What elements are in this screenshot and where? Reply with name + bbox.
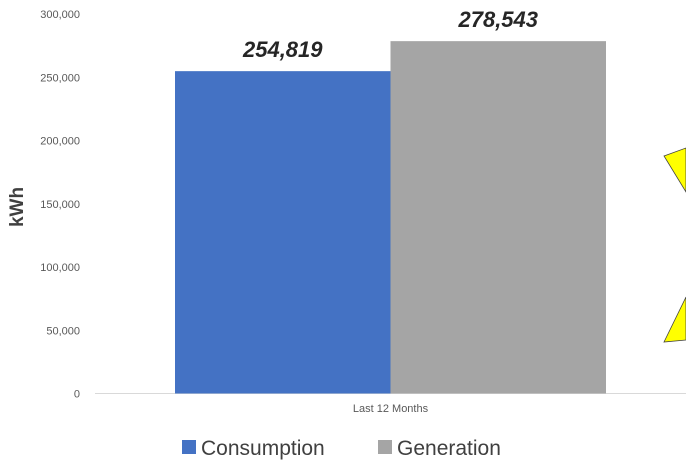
y-tick-label: 0: [74, 389, 80, 401]
legend-swatch-generation: [378, 440, 392, 454]
yellow-shape-lower: [663, 296, 686, 343]
legend-label-generation: Generation: [397, 437, 501, 460]
y-tick-label: 50,000: [46, 325, 80, 337]
bars: [175, 41, 606, 394]
y-tick-label: 300,000: [40, 9, 80, 21]
y-tick-label: 250,000: [40, 72, 80, 84]
data-labels: 254,819 278,543: [242, 7, 538, 62]
bar-generation: [390, 41, 606, 394]
legend: Consumption Generation: [182, 437, 501, 460]
yellow-shapes-decoration: [663, 147, 686, 343]
x-axis-categories: Last 12 Months: [353, 403, 429, 415]
data-label-generation: 278,543: [457, 7, 538, 32]
legend-label-consumption: Consumption: [201, 437, 325, 460]
y-tick-label: 100,000: [40, 262, 80, 274]
data-label-consumption: 254,819: [242, 37, 323, 62]
x-category-label: Last 12 Months: [353, 403, 429, 415]
y-axis-title: kWh: [7, 187, 28, 227]
y-axis-ticks: 0 50,000 100,000 150,000 200,000 250,000 300,0…: [40, 9, 80, 401]
legend-swatch-consumption: [182, 440, 196, 454]
yellow-shape-upper: [663, 147, 686, 193]
bar-consumption: [175, 71, 391, 394]
y-tick-label: 150,000: [40, 199, 80, 211]
y-tick-label: 200,000: [40, 136, 80, 148]
